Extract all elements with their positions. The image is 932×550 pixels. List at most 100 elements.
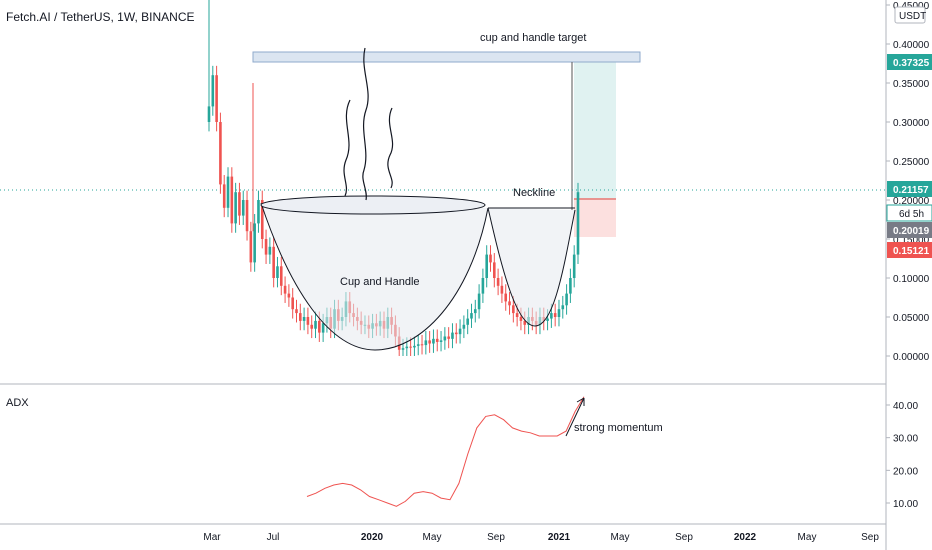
- candle-body: [241, 200, 245, 216]
- candle-body: [553, 313, 557, 317]
- time-tick-label: 2020: [361, 532, 384, 543]
- candle-body: [401, 348, 405, 350]
- candle-body: [238, 192, 241, 216]
- candle-body: [272, 246, 275, 278]
- candle-body: [257, 200, 260, 224]
- candle-body: [485, 254, 489, 278]
- momentum-arrow: [565, 397, 585, 437]
- price-tick-label: 0.30000: [893, 118, 930, 129]
- candle-body: [424, 340, 428, 346]
- cup-shape[interactable]: [260, 202, 489, 351]
- candle-body: [454, 332, 458, 335]
- candle-body: [298, 313, 302, 321]
- target-profit-zone: [574, 62, 616, 200]
- candle-body: [470, 313, 473, 319]
- candle-body: [264, 239, 268, 255]
- candle-body: [249, 231, 253, 263]
- chart-title: Fetch.AI / TetherUS, 1W, BINANCE: [6, 10, 195, 24]
- time-tick-label: May: [798, 532, 817, 543]
- candle-body: [515, 313, 519, 317]
- candle-body: [215, 75, 218, 122]
- adx-title: ADX: [6, 397, 29, 409]
- handle-shape[interactable]: [487, 207, 576, 327]
- countdown-tag: 6d 5h: [899, 209, 924, 220]
- candle-body: [451, 332, 454, 339]
- candle-body: [557, 309, 561, 317]
- entry-price-tag: 0.20019: [893, 226, 930, 237]
- stop-price-tag: 0.15121: [893, 246, 930, 257]
- candle-body: [447, 336, 450, 339]
- steam-squiggle-3: [387, 107, 394, 189]
- target-line-small: [574, 198, 616, 200]
- candle-body: [283, 285, 287, 294]
- candle-body: [405, 346, 409, 349]
- candle-body: [234, 192, 237, 224]
- candle-body: [458, 328, 462, 335]
- candle-body: [253, 223, 256, 263]
- steam-squiggle-1: [362, 47, 369, 201]
- momentum-arrow-head: [576, 397, 585, 406]
- candle-body: [493, 262, 496, 278]
- time-tick-label: Sep: [487, 532, 505, 543]
- price-tick-label: 0.00000: [893, 352, 930, 363]
- time-tick-label: 2022: [734, 532, 757, 543]
- candle-body: [302, 317, 306, 321]
- target-price-tag: 0.37325: [893, 58, 930, 69]
- time-tick-label: May: [611, 532, 630, 543]
- candle-body: [295, 309, 298, 314]
- candle-body: [489, 254, 492, 263]
- price-tick-label: 0.40000: [893, 40, 930, 51]
- pattern-label: Cup and Handle: [340, 276, 420, 288]
- momentum-label: strong momentum: [574, 422, 663, 434]
- time-tick-label: Sep: [675, 532, 693, 543]
- steam-squiggle-2: [343, 99, 351, 197]
- target-box[interactable]: [252, 51, 641, 63]
- candle-body: [500, 285, 504, 294]
- price-tick-label: 0.10000: [893, 274, 930, 285]
- adx-line[interactable]: [306, 396, 585, 507]
- price-tick-label: 0.15000: [893, 235, 930, 246]
- candle-body: [420, 344, 424, 346]
- candle-body: [207, 106, 211, 122]
- time-tick-label: Mar: [203, 532, 221, 543]
- candle-body: [268, 246, 272, 255]
- candle-body: [279, 266, 283, 286]
- candle-body: [287, 293, 291, 298]
- candle-body: [222, 184, 226, 208]
- candle-body: [572, 254, 576, 278]
- candle-body: [443, 336, 447, 341]
- adx-tick-label: 40.00: [893, 401, 918, 412]
- candle-body: [276, 266, 279, 278]
- adx-axis: 40.00 30.00 20.00 10.00: [886, 401, 918, 510]
- candle-body: [260, 200, 264, 239]
- neckline-label: Neckline: [513, 187, 555, 199]
- currency-badge: USDT: [899, 11, 926, 22]
- candle-body: [416, 344, 420, 346]
- time-axis: Mar Jul 2020 May Sep 2021 May Sep 2022 May Sep: [203, 532, 879, 543]
- countdown-tag-bg: [886, 204, 932, 222]
- candle-body: [409, 346, 412, 348]
- candle-body: [245, 200, 249, 232]
- candle-body: [508, 301, 511, 306]
- adx-tick-label: 20.00: [893, 466, 918, 477]
- candle-body: [462, 324, 466, 329]
- stop-loss-zone: [574, 200, 616, 237]
- candle-body: [291, 297, 294, 310]
- current-price-tag-bg: [887, 181, 932, 197]
- candle-body: [576, 192, 580, 255]
- target-label: cup and handle target: [480, 32, 586, 44]
- candle-body: [310, 324, 314, 329]
- candle-body: [477, 293, 481, 310]
- time-tick-label: Sep: [861, 532, 879, 543]
- candle-body: [550, 313, 553, 319]
- candle-body: [565, 293, 568, 306]
- stop-price-tag-bg: [887, 242, 932, 258]
- candle-body: [569, 278, 572, 294]
- time-tick-label: May: [423, 532, 442, 543]
- cup-rim[interactable]: [260, 195, 486, 215]
- candle-body: [496, 278, 500, 286]
- candle-body: [473, 309, 477, 314]
- adx-tick-label: 30.00: [893, 434, 918, 445]
- candle-body: [428, 340, 431, 344]
